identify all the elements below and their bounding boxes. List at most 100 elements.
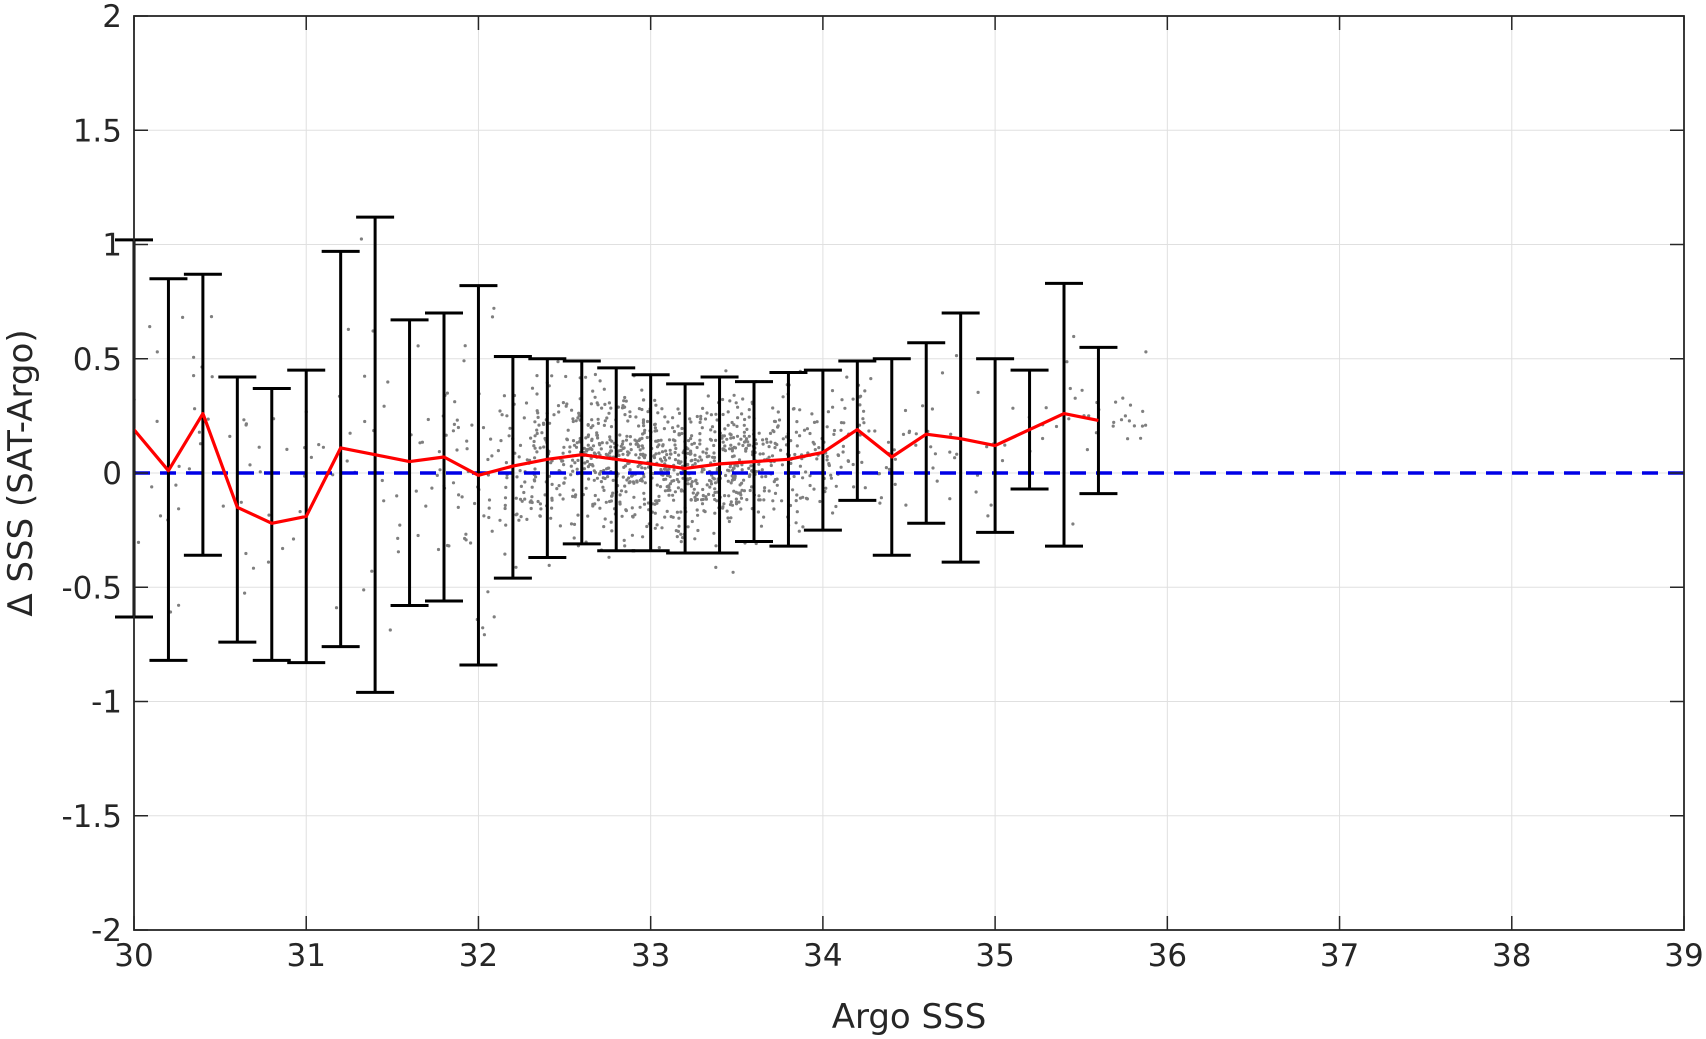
scatter-point bbox=[529, 506, 533, 511]
scatter-point bbox=[771, 429, 775, 433]
scatter-point bbox=[291, 537, 296, 541]
scatter-point bbox=[740, 468, 744, 472]
scatter-point bbox=[725, 437, 729, 441]
scatter-point bbox=[771, 406, 775, 410]
scatter-point bbox=[657, 546, 661, 550]
scatter-point bbox=[348, 431, 352, 435]
scatter-point bbox=[533, 434, 537, 438]
scatter-point bbox=[780, 463, 785, 467]
scatter-point bbox=[530, 500, 534, 505]
scatter-point bbox=[672, 498, 676, 502]
scatter-point bbox=[602, 387, 606, 391]
scatter-point bbox=[677, 433, 682, 437]
scatter-point bbox=[636, 464, 640, 469]
scatter-point bbox=[793, 452, 797, 457]
scatter-point bbox=[547, 563, 551, 568]
scatter-point bbox=[762, 489, 767, 493]
scatter-point bbox=[781, 437, 785, 441]
scatter-point bbox=[574, 419, 578, 423]
scatter-point bbox=[490, 454, 494, 458]
scatter-point bbox=[487, 515, 491, 520]
scatter-point bbox=[747, 466, 751, 470]
scatter-point bbox=[610, 529, 614, 533]
scatter-point bbox=[584, 486, 588, 490]
scatter-point bbox=[611, 478, 615, 482]
scatter-point bbox=[757, 494, 761, 498]
scatter-point bbox=[730, 420, 734, 425]
scatter-point bbox=[839, 428, 843, 432]
scatter-point bbox=[562, 463, 566, 467]
scatter-point bbox=[558, 493, 562, 497]
scatter-point bbox=[696, 528, 700, 533]
scatter-point bbox=[834, 484, 838, 488]
scatter-point bbox=[1140, 424, 1145, 428]
scatter-point bbox=[380, 478, 384, 483]
scatter-point bbox=[679, 510, 683, 514]
scatter-point bbox=[416, 533, 420, 538]
scatter-point bbox=[879, 496, 884, 500]
scatter-point bbox=[251, 566, 256, 570]
scatter-point bbox=[698, 442, 702, 446]
scatter-point bbox=[686, 439, 691, 443]
x-tick-label: 33 bbox=[631, 938, 670, 974]
scatter-point bbox=[886, 440, 891, 444]
scatter-point bbox=[244, 422, 248, 426]
scatter-point bbox=[504, 461, 508, 465]
scatter-point bbox=[416, 344, 420, 348]
scatter-point bbox=[767, 455, 771, 459]
scatter-point bbox=[695, 445, 699, 450]
scatter-point bbox=[706, 394, 710, 398]
scatter-point bbox=[705, 483, 709, 487]
scatter-point bbox=[663, 489, 668, 493]
scatter-point bbox=[643, 453, 647, 457]
scatter-point bbox=[776, 424, 780, 428]
scatter-point bbox=[858, 403, 862, 407]
scatter-point bbox=[607, 401, 612, 405]
scatter-point bbox=[643, 428, 647, 432]
scatter-point bbox=[622, 446, 626, 450]
x-tick-label: 37 bbox=[1320, 938, 1359, 974]
scatter-point bbox=[669, 515, 673, 519]
scatter-point bbox=[686, 525, 690, 529]
scatter-point bbox=[589, 402, 594, 406]
scatter-point bbox=[623, 405, 627, 409]
scatter-point bbox=[929, 445, 933, 449]
scatter-point bbox=[742, 423, 746, 427]
scatter-point bbox=[676, 459, 681, 463]
scatter-point bbox=[599, 480, 604, 484]
scatter-point bbox=[739, 507, 743, 511]
scatter-point bbox=[667, 438, 672, 442]
scatter-point bbox=[603, 419, 607, 423]
scatter-point bbox=[638, 448, 642, 452]
scatter-point bbox=[851, 462, 855, 467]
scatter-point bbox=[585, 459, 590, 464]
scatter-point bbox=[456, 505, 460, 509]
scatter-point bbox=[695, 414, 699, 419]
scatter-point bbox=[667, 456, 672, 460]
scatter-point bbox=[737, 500, 741, 504]
scatter-point bbox=[699, 414, 703, 418]
scatter-point bbox=[535, 431, 539, 436]
scatter-point bbox=[619, 489, 624, 493]
scatter-point bbox=[701, 406, 705, 410]
scatter-point bbox=[609, 406, 613, 410]
scatter-point bbox=[985, 445, 989, 449]
scatter-point bbox=[359, 237, 363, 241]
scatter-point bbox=[841, 450, 845, 454]
scatter-point bbox=[192, 374, 196, 378]
scatter-point bbox=[789, 461, 793, 465]
scatter-point bbox=[438, 468, 442, 472]
scatter-point bbox=[662, 477, 666, 482]
scatter-point bbox=[502, 394, 506, 398]
scatter-point bbox=[732, 393, 736, 397]
scatter-point bbox=[769, 440, 773, 444]
scatter-point bbox=[628, 442, 633, 446]
scatter-point bbox=[610, 494, 614, 498]
scatter-point bbox=[656, 411, 660, 415]
scatter-point bbox=[486, 590, 490, 594]
scatter-point bbox=[740, 488, 744, 492]
scatter-point bbox=[815, 420, 819, 424]
scatter-point bbox=[642, 491, 646, 495]
scatter-point bbox=[653, 511, 657, 515]
scatter-point bbox=[564, 404, 568, 408]
